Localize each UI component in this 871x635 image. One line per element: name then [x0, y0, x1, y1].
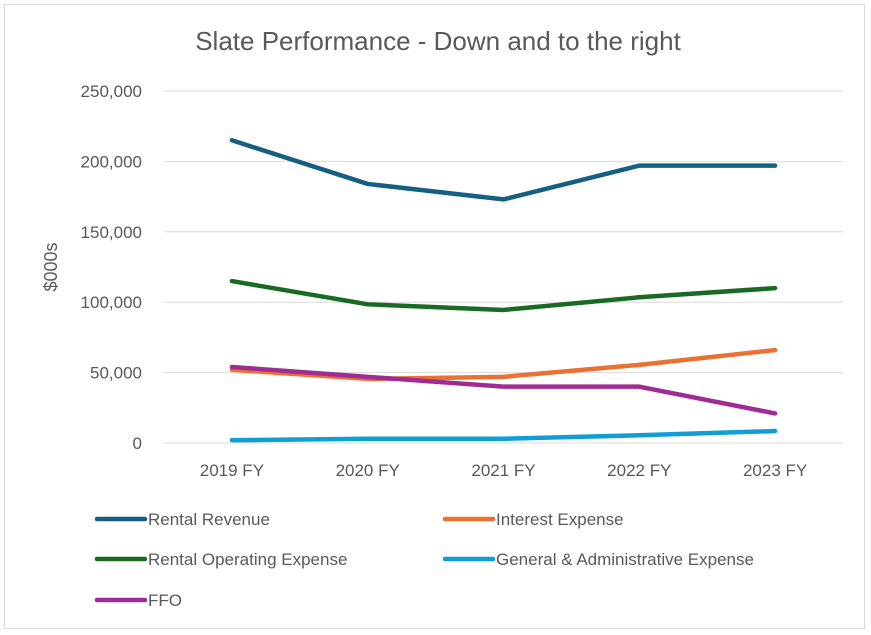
series-line-interest-expense: [229, 347, 778, 382]
x-tick-label: 2021 FY: [471, 461, 535, 480]
x-tick-label: 2023 FY: [743, 461, 807, 480]
legend-label: Interest Expense: [496, 510, 624, 529]
series-line-general-administrative-expense: [229, 428, 778, 443]
series-line-rental-operating-expense: [229, 278, 778, 313]
y-tick-label: 250,000: [81, 82, 142, 101]
legend-label: FFO: [148, 591, 182, 610]
x-tick-label: 2020 FY: [336, 461, 400, 480]
y-tick-label: 100,000: [81, 293, 142, 312]
legend-label: Rental Revenue: [148, 510, 270, 529]
x-tick-label: 2022 FY: [607, 461, 671, 480]
chart-area: [4, 4, 865, 629]
series-line-ffo: [229, 364, 778, 416]
y-tick-label: 200,000: [81, 152, 142, 171]
y-tick-label: 0: [133, 434, 142, 453]
series-line-rental-revenue: [229, 138, 778, 202]
chart-title: Slate Performance - Down and to the righ…: [195, 26, 681, 56]
x-tick-label: 2019 FY: [200, 461, 264, 480]
y-tick-label: 50,000: [90, 364, 142, 383]
y-tick-label: 150,000: [81, 223, 142, 242]
legend-label: Rental Operating Expense: [148, 550, 347, 569]
y-axis-label: $000s: [41, 242, 61, 291]
legend-label: General & Administrative Expense: [496, 550, 754, 569]
